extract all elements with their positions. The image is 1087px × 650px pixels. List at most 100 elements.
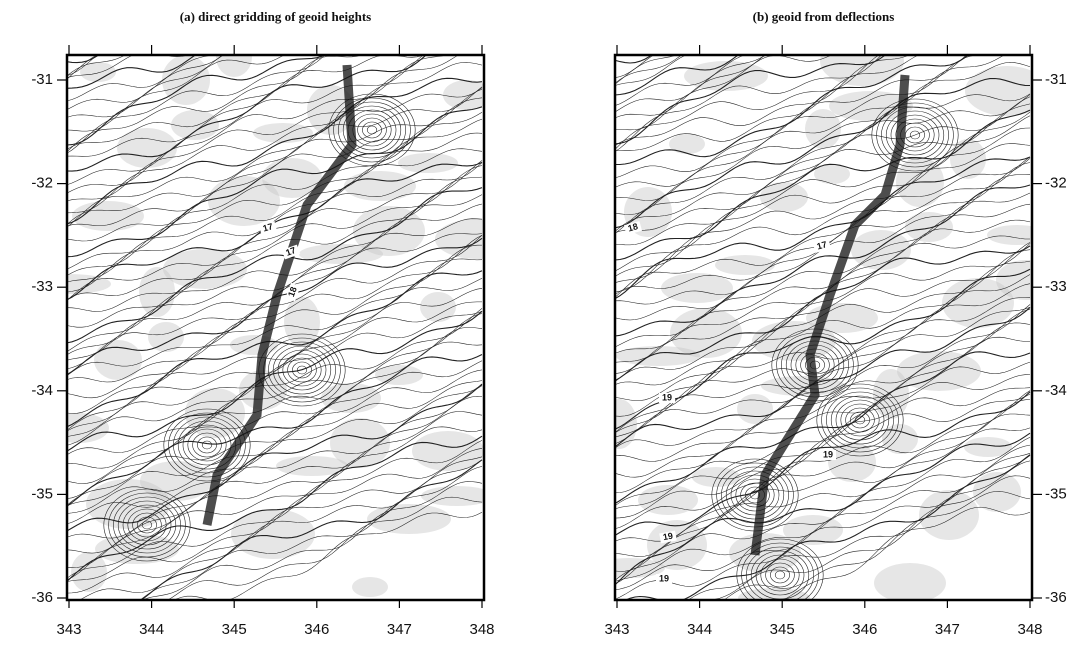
shading xyxy=(375,365,423,385)
contour-ring xyxy=(127,508,167,542)
contour-line xyxy=(615,432,1031,586)
contour-ring xyxy=(895,118,935,152)
contour-line xyxy=(67,288,483,432)
contour-line xyxy=(67,456,483,594)
contour-line xyxy=(738,506,1031,600)
shading xyxy=(670,308,742,358)
contour-ring xyxy=(905,126,925,144)
contour-label-bg xyxy=(623,221,643,235)
contour-line xyxy=(615,55,910,146)
contour-line xyxy=(67,313,483,469)
contour-line xyxy=(67,448,483,582)
contour-line xyxy=(67,87,483,228)
contour-ring xyxy=(826,391,894,449)
contour-line xyxy=(615,192,1031,348)
contour-line xyxy=(67,327,483,484)
shading xyxy=(987,225,1032,245)
shading xyxy=(715,255,775,275)
contour-ring xyxy=(740,482,770,508)
shading xyxy=(647,520,707,570)
y-tick-label: -32 xyxy=(1045,175,1067,192)
contour-line xyxy=(615,55,887,145)
shading xyxy=(216,55,252,77)
contour-line xyxy=(707,475,1031,600)
contour-ring xyxy=(890,114,940,156)
contour-label-bg xyxy=(659,393,675,403)
shading xyxy=(352,577,388,597)
contour-ring xyxy=(342,105,402,155)
shading xyxy=(638,485,698,515)
contour-line xyxy=(67,55,327,146)
contour-line xyxy=(140,459,483,600)
contour-label-bg xyxy=(258,221,278,235)
shading xyxy=(882,424,918,454)
contour-label: 19 xyxy=(662,392,672,402)
contour-line xyxy=(67,55,448,194)
contour-line xyxy=(615,55,880,150)
contour-line xyxy=(615,55,919,152)
x-tick-label: 345 xyxy=(222,621,247,638)
contour-line xyxy=(687,460,1031,600)
contour-line xyxy=(67,0,482,3)
contour-ring xyxy=(730,474,780,516)
shading xyxy=(616,346,700,366)
contour-line xyxy=(173,512,483,600)
contour-ring xyxy=(117,500,177,550)
shading xyxy=(919,490,979,540)
map-frame xyxy=(613,53,1034,602)
contour-line xyxy=(67,55,427,172)
contour-ring xyxy=(366,125,378,135)
contour-line xyxy=(67,55,223,118)
contour-label: 19 xyxy=(823,449,833,459)
contour-line xyxy=(67,360,483,506)
contour-line xyxy=(615,55,740,96)
shading xyxy=(420,292,456,322)
contour-ring xyxy=(885,110,945,160)
contour-ring xyxy=(268,341,336,399)
contour-line xyxy=(615,399,1031,557)
contour-line xyxy=(67,88,483,227)
contour-line xyxy=(615,93,1031,234)
contour-line xyxy=(615,156,1031,300)
contour-line xyxy=(615,0,1030,5)
contour-line xyxy=(67,341,483,499)
contour-ring xyxy=(854,415,866,425)
contour-line xyxy=(615,297,1031,438)
contour-label: 17 xyxy=(262,221,274,233)
contour-ring xyxy=(272,345,332,395)
y-tick-label: -34 xyxy=(1045,382,1067,399)
contour-ring xyxy=(338,101,406,159)
contour-ring xyxy=(735,478,775,512)
contour-line xyxy=(615,309,1031,462)
contour-line xyxy=(167,496,483,600)
shading xyxy=(398,153,458,173)
contour-line xyxy=(67,384,483,539)
contour-line xyxy=(615,55,882,152)
contour-line xyxy=(67,385,483,525)
contour-line xyxy=(67,55,224,110)
contour-ring xyxy=(296,365,308,375)
x-tick-label: 343 xyxy=(56,621,81,638)
contour-line xyxy=(67,86,483,225)
contour-line xyxy=(615,103,1031,246)
contour-ring xyxy=(328,93,416,167)
shading xyxy=(412,431,484,471)
contour-ring xyxy=(201,440,213,450)
contour-line xyxy=(67,277,483,431)
contour-line xyxy=(615,387,1031,519)
x-tick-label: 343 xyxy=(604,621,629,638)
shading xyxy=(669,134,705,154)
contour-line xyxy=(67,62,483,214)
contour-ring xyxy=(765,562,795,588)
y-tick-label: -34 xyxy=(31,382,53,399)
contour-line xyxy=(67,187,483,344)
shading xyxy=(973,472,1021,512)
contour-label-bg xyxy=(659,530,677,544)
contour-ring xyxy=(830,395,890,445)
y-tick-label: -33 xyxy=(1045,278,1067,295)
shading xyxy=(874,563,946,600)
contour-line xyxy=(615,143,1031,293)
shading xyxy=(443,80,484,110)
shading xyxy=(661,273,733,303)
contour-ring xyxy=(103,488,191,562)
